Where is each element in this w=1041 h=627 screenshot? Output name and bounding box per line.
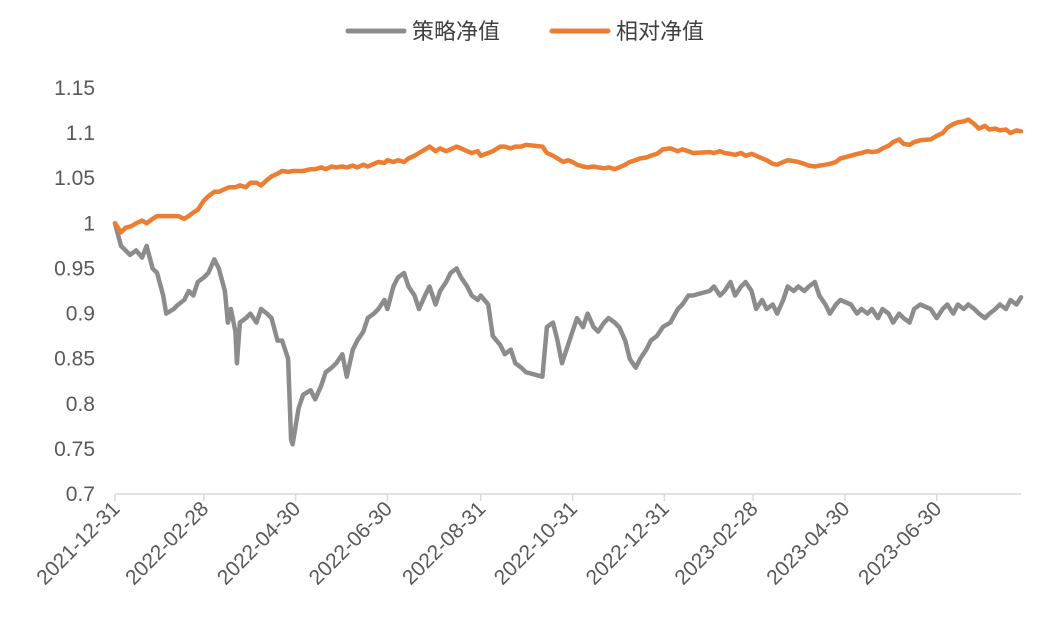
y-tick-label: 0.75 (54, 438, 95, 461)
y-tick-label: 0.95 (54, 257, 95, 280)
y-tick-label: 1.15 (54, 77, 95, 100)
x-tick-label: 2022-08-31 (398, 497, 490, 589)
x-tick-label: 2022-04-30 (213, 497, 305, 589)
y-tick-label: 0.9 (66, 303, 95, 326)
y-tick-label: 0.7 (66, 483, 95, 506)
series-line-1 (112, 221, 1024, 447)
legend: 策略净值 相对净值 (345, 20, 704, 45)
x-tick-label: 2023-06-30 (854, 497, 946, 589)
y-tick-label: 1.05 (54, 167, 95, 190)
legend-label: 相对净值 (616, 20, 704, 45)
x-tick-label: 2022-12-31 (582, 497, 674, 589)
x-tick-label: 2022-10-31 (490, 497, 582, 589)
series-line-2 (112, 117, 1024, 235)
y-tick-label: 0.8 (66, 393, 95, 416)
x-tick-label: 2022-06-30 (305, 497, 397, 589)
x-tick-label: 2023-02-28 (670, 497, 762, 589)
y-tick-label: 1.1 (66, 122, 95, 145)
y-axis: 0.7 0.75 0.8 0.85 0.9 0.95 1 1.05 1.1 1.15 (54, 77, 95, 506)
series-layer (112, 117, 1024, 447)
legend-label: 策略净值 (412, 20, 500, 45)
y-tick-label: 1 (83, 212, 95, 235)
y-tick-label: 0.85 (54, 348, 95, 371)
x-tick-label: 2021-12-31 (32, 497, 124, 589)
x-tick-label: 2023-04-30 (762, 497, 854, 589)
x-tick-label: 2022-02-28 (121, 497, 213, 589)
